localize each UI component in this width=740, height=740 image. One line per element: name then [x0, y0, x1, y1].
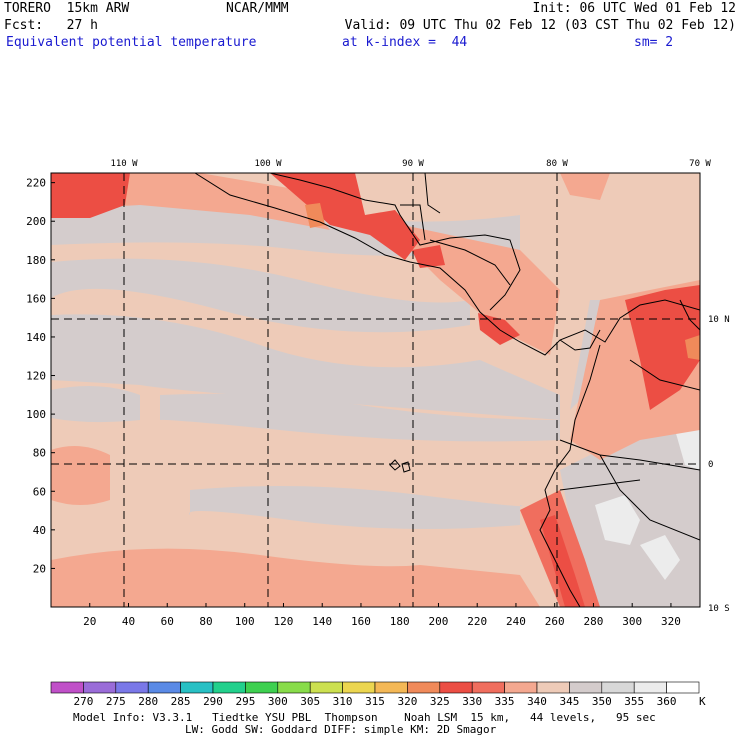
colorbar-level-label: 335 — [495, 695, 515, 708]
y-tick-label: 60 — [33, 485, 46, 498]
colorbar-swatch — [180, 681, 214, 694]
x-tick-label: 180 — [390, 615, 410, 628]
valid-time: Valid: 09 UTC Thu 02 Feb 12 (03 CST Thu … — [344, 18, 736, 33]
colorbar-swatch — [439, 681, 473, 694]
level-info: at k-index = 44 — [342, 35, 468, 50]
x-axis-ticks: 20 40 60 80 100 120 140 160 180 200 220 240 260 280 30… — [83, 603, 681, 628]
colorbar-swatch — [342, 681, 376, 694]
colorbar-swatch — [601, 681, 635, 694]
colorbar-level-label: 295 — [235, 695, 255, 708]
y-tick-label: 80 — [33, 447, 46, 460]
colorbar-level-label: 285 — [171, 695, 191, 708]
model-info-line2: LW: Godd SW: Goddard DIFF: simple KM: 2D… — [185, 723, 497, 736]
colorbar-labels: 270 275 280 285 290 295 300 305 310 315 320 325 330 3… — [73, 695, 676, 708]
x-tick-label: 300 — [622, 615, 642, 628]
y-axis-ticks: 220 200 180 160 140 120 100 80 60 40 20 — [26, 177, 55, 575]
colorbar-swatch — [115, 681, 149, 694]
colorbar-level-label: 270 — [73, 695, 93, 708]
colorbar-level-label: 290 — [203, 695, 223, 708]
colorbar-swatch — [309, 681, 343, 694]
colorbar-level-label: 315 — [365, 695, 385, 708]
colorbar-level-label: 310 — [333, 695, 353, 708]
colorbar-level-label: 300 — [268, 695, 288, 708]
y-tick-label: 140 — [26, 331, 46, 344]
colorbar-unit: K — [699, 695, 706, 708]
model-name: TORERO 15km ARW — [4, 1, 130, 16]
smoothing-info: sm= 2 — [634, 35, 674, 50]
colorbar-level-label: 345 — [559, 695, 579, 708]
lon-label-100w: 100 W — [254, 159, 282, 169]
lat-label-0: 0 — [708, 460, 713, 470]
y-tick-label: 40 — [33, 524, 46, 537]
colorbar-level-label: 360 — [657, 695, 677, 708]
y-tick-label: 120 — [26, 370, 46, 383]
colorbar-level-label: 330 — [462, 695, 482, 708]
x-tick-label: 40 — [122, 615, 135, 628]
x-tick-label: 20 — [83, 615, 96, 628]
y-tick-label: 220 — [26, 177, 46, 190]
x-tick-label: 220 — [467, 615, 487, 628]
lon-label-80w: 80 W — [546, 159, 568, 169]
colorbar-level-label: 280 — [138, 695, 158, 708]
x-tick-label: 100 — [235, 615, 255, 628]
colorbar-swatch — [374, 681, 408, 694]
colorbar-swatch — [277, 681, 311, 694]
forecast-hour: Fcst: 27 h — [4, 18, 98, 33]
lat-label-10n: 10 N — [708, 315, 730, 325]
colorbar-level-label: 275 — [106, 695, 126, 708]
colorbar-level-label: 355 — [624, 695, 644, 708]
lon-label-110w: 110 W — [110, 159, 138, 169]
colorbar-swatch — [147, 681, 181, 694]
colorbar-swatch — [536, 681, 570, 694]
model-info-line1: Model Info: V3.3.1 Tiedtke YSU PBL Thomp… — [73, 711, 656, 724]
y-tick-label: 160 — [26, 292, 46, 305]
x-tick-label: 80 — [199, 615, 212, 628]
colorbar-swatch — [569, 681, 603, 694]
x-tick-label: 280 — [584, 615, 604, 628]
x-tick-label: 200 — [429, 615, 449, 628]
colorbar-swatch — [50, 681, 84, 694]
x-tick-label: 160 — [351, 615, 371, 628]
equivalent-potential-temperature-field — [51, 173, 700, 607]
colorbar-swatch — [245, 681, 279, 694]
colorbar — [50, 681, 700, 694]
x-tick-label: 260 — [545, 615, 565, 628]
colorbar-level-label: 340 — [527, 695, 547, 708]
colorbar-swatch — [407, 681, 441, 694]
field-name: Equivalent potential temperature — [6, 35, 257, 50]
colorbar-swatch — [471, 681, 505, 694]
x-tick-label: 320 — [661, 615, 681, 628]
x-tick-label: 120 — [274, 615, 294, 628]
colorbar-swatch — [666, 681, 700, 694]
x-tick-label: 140 — [312, 615, 332, 628]
organization: NCAR/MMM — [226, 1, 289, 16]
lat-lon-grid — [51, 173, 700, 607]
colorbar-swatch — [83, 681, 117, 694]
x-tick-label: 60 — [161, 615, 174, 628]
x-tick-label: 240 — [506, 615, 526, 628]
colorbar-swatch — [633, 681, 667, 694]
y-tick-label: 200 — [26, 215, 46, 228]
colorbar-swatch — [504, 681, 538, 694]
colorbar-swatch — [212, 681, 246, 694]
colorbar-level-label: 305 — [300, 695, 320, 708]
coastlines — [194, 173, 700, 607]
y-tick-label: 180 — [26, 254, 46, 267]
lon-label-90w: 90 W — [402, 159, 424, 169]
latitude-labels: 10 N 0 10 S — [708, 315, 730, 614]
longitude-labels: 110 W 100 W 90 W 80 W 70 W — [110, 159, 711, 169]
lon-label-70w: 70 W — [689, 159, 711, 169]
colorbar-level-label: 350 — [592, 695, 612, 708]
map-frame — [50, 172, 701, 608]
lat-label-10s: 10 S — [708, 604, 730, 614]
y-tick-label: 20 — [33, 562, 46, 575]
init-time: Init: 06 UTC Wed 01 Feb 12 — [532, 1, 737, 16]
colorbar-level-label: 325 — [430, 695, 450, 708]
colorbar-level-label: 320 — [397, 695, 417, 708]
y-tick-label: 100 — [26, 408, 46, 421]
